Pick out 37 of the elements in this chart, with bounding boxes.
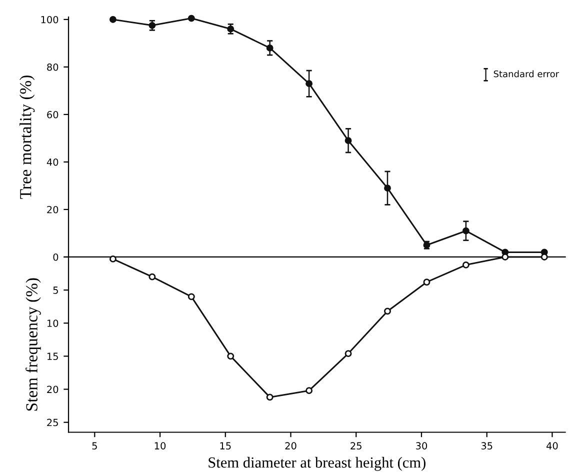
point (266, 394, 274, 401)
point (227, 352, 234, 360)
point (109, 16, 116, 23)
y-tick-label: 40 (46, 158, 58, 166)
point (462, 261, 470, 268)
x-tick-label: 5 (92, 442, 97, 450)
point (423, 278, 430, 286)
x-tick-label: 35 (481, 442, 492, 450)
point (344, 350, 352, 358)
y-tick-label: 10 (47, 320, 58, 327)
point (306, 387, 313, 394)
y-axis-title: Stem frequency (%) (26, 278, 41, 411)
y-tick-label: 80 (47, 63, 58, 71)
x-tick-label: 10 (154, 442, 166, 450)
point (502, 254, 509, 260)
y-tick-label: 20 (47, 206, 58, 214)
point (188, 14, 195, 22)
annotation: Standard error (494, 70, 560, 78)
x-axis-title: Stem diameter at breast height (cm) (208, 456, 426, 471)
y-tick-label: 0 (53, 253, 58, 261)
point (540, 254, 548, 260)
x-tick-label: 40 (546, 442, 558, 450)
point (148, 273, 156, 280)
y-tick-label: 5 (53, 286, 58, 294)
point (109, 255, 116, 262)
y-tick-label: 20 (47, 386, 58, 394)
y-axis-title: Tree mortality (%) (20, 76, 35, 199)
x-tick-label: 20 (285, 442, 296, 450)
point (384, 308, 391, 315)
y-tick-label: 100 (41, 16, 58, 24)
y-tick-label: 60 (47, 110, 58, 118)
x-tick-label: 30 (416, 442, 428, 450)
x-tick-label: 25 (350, 442, 362, 450)
y-tick-label: 15 (47, 352, 58, 360)
x-tick-label: 15 (220, 442, 231, 450)
point (188, 293, 195, 300)
y-tick-label: 25 (47, 418, 58, 426)
